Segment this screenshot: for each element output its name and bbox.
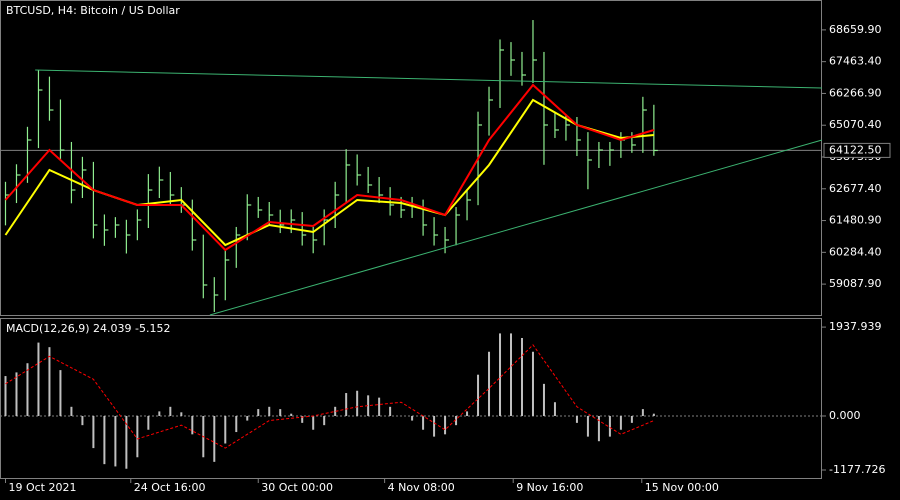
macd-bar bbox=[433, 415, 436, 437]
macd-bar bbox=[26, 363, 29, 416]
macd-bar bbox=[213, 415, 216, 462]
x-tick-label: 30 Oct 00:00 bbox=[261, 481, 333, 494]
macd-bar bbox=[70, 406, 73, 416]
macd-bar bbox=[542, 383, 545, 416]
macd-signal bbox=[5, 344, 655, 449]
macd-bar bbox=[553, 402, 556, 416]
macd-bar bbox=[125, 415, 128, 469]
macd-bar bbox=[455, 415, 458, 426]
macd-bar bbox=[48, 347, 51, 416]
macd-bar bbox=[15, 372, 18, 416]
chart-title: BTCUSD, H4: Bitcoin / US Dollar bbox=[6, 4, 180, 17]
macd-bar bbox=[323, 415, 326, 426]
macd-bar bbox=[488, 351, 491, 416]
y-tick-label: 65070.40 bbox=[829, 118, 882, 131]
macd-bar bbox=[81, 415, 84, 426]
macd-bar bbox=[641, 409, 644, 416]
macd-bar bbox=[586, 415, 589, 437]
y-tick-label: -1177.726 bbox=[829, 463, 885, 476]
macd-bar bbox=[356, 390, 359, 416]
y-tick-label: 1937.939 bbox=[829, 320, 882, 333]
macd-bar bbox=[367, 395, 370, 416]
macd-bar bbox=[246, 415, 249, 421]
macd-bar bbox=[290, 413, 293, 416]
macd-bar bbox=[279, 409, 282, 416]
macd-bar bbox=[499, 333, 502, 416]
y-tick-label: 59087.90 bbox=[829, 277, 882, 290]
macd-bar bbox=[411, 415, 414, 421]
macd-bar bbox=[4, 376, 7, 416]
macd-bar bbox=[345, 393, 348, 416]
trendline bbox=[209, 139, 823, 316]
macd-bar bbox=[180, 412, 183, 416]
macd-bar bbox=[59, 370, 62, 416]
macd-bar bbox=[389, 406, 392, 416]
macd-bar bbox=[136, 415, 139, 458]
x-tick-label: 24 Oct 16:00 bbox=[134, 481, 206, 494]
macd-bar bbox=[630, 415, 633, 423]
macd-bar bbox=[268, 406, 271, 416]
moving-average bbox=[4, 98, 654, 247]
y-tick-label: 68659.90 bbox=[829, 23, 882, 36]
macd-panel bbox=[0, 318, 822, 479]
macd-bar bbox=[191, 415, 194, 435]
macd-bar bbox=[301, 415, 304, 423]
macd-bar bbox=[37, 342, 40, 416]
macd-bar bbox=[444, 415, 447, 435]
x-tick-label: 15 Nov 00:00 bbox=[645, 481, 719, 494]
macd-bar bbox=[114, 415, 117, 467]
macd-bar bbox=[422, 415, 425, 430]
y-tick-label: 62677.40 bbox=[829, 182, 882, 195]
macd-bar bbox=[312, 415, 315, 430]
macd-bar bbox=[235, 415, 238, 433]
macd-bar bbox=[575, 415, 578, 423]
y-tick-label: 0.000 bbox=[829, 409, 861, 422]
macd-bar bbox=[378, 397, 381, 416]
macd-bar bbox=[520, 338, 523, 416]
macd-label: MACD(12,26,9) 24.039 -5.152 bbox=[6, 322, 170, 335]
macd-bar bbox=[92, 415, 95, 449]
macd-bar bbox=[510, 333, 513, 416]
x-tick-label: 19 Oct 2021 bbox=[8, 481, 76, 494]
macd-bar bbox=[477, 374, 480, 416]
macd-bar bbox=[334, 406, 337, 416]
y-tick-label: 67463.40 bbox=[829, 55, 882, 68]
y-tick-label: 60284.40 bbox=[829, 245, 882, 258]
macd-bar bbox=[619, 415, 622, 430]
macd-bar bbox=[158, 411, 161, 416]
last-price-label: 64122.50 bbox=[829, 143, 882, 156]
last-price-box bbox=[823, 142, 891, 158]
macd-bar bbox=[652, 413, 655, 416]
x-tick-label: 9 Nov 16:00 bbox=[516, 481, 583, 494]
y-tick-label: 66266.90 bbox=[829, 86, 882, 99]
macd-bar bbox=[531, 351, 534, 416]
moving-average bbox=[4, 83, 655, 252]
macd-bar bbox=[608, 415, 611, 437]
x-tick-label: 4 Nov 08:00 bbox=[388, 481, 455, 494]
macd-bar bbox=[147, 415, 150, 430]
macd-bar bbox=[466, 411, 469, 416]
macd-bar bbox=[224, 415, 227, 444]
y-tick-label: 61480.90 bbox=[829, 214, 882, 227]
macd-bar bbox=[257, 409, 260, 416]
trendline bbox=[35, 69, 823, 89]
macd-bar bbox=[169, 406, 172, 416]
macd-bar bbox=[103, 415, 106, 465]
price-panel bbox=[0, 0, 822, 316]
macd-bar bbox=[597, 415, 600, 442]
